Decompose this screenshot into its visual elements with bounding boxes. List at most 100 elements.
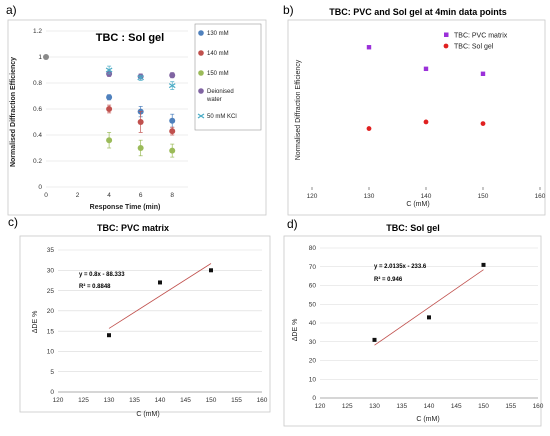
panel-b-letter: b) <box>283 3 294 17</box>
chart-b-point <box>366 45 372 50</box>
chart-a-point <box>169 147 176 154</box>
chart-a-point <box>105 67 113 73</box>
chart-d-point <box>427 315 431 320</box>
chart-d-xtick: 130 <box>369 403 380 410</box>
chart-a-ytick: 0.8 <box>33 80 42 87</box>
chart-c-ytick: 0 <box>50 389 54 396</box>
chart-c-ytick: 30 <box>47 267 55 274</box>
chart-d-xtick: 120 <box>315 403 326 410</box>
chart-a-ylabel: Normalised Diffraction Efficiency <box>10 57 17 167</box>
chart-b-point <box>366 126 372 131</box>
chart-b-xtick: 140 <box>421 193 432 200</box>
chart-c-xtick: 160 <box>257 397 268 404</box>
chart-a-legend-marker <box>197 113 205 119</box>
chart-c-xtick: 130 <box>104 397 115 404</box>
chart-b-legend-label: TBC: Sol gel <box>454 44 494 51</box>
chart-c-ytick: 15 <box>47 328 55 335</box>
chart-b-point <box>480 71 486 76</box>
chart-a-point <box>106 106 113 112</box>
chart-a-xtick: 0 <box>44 192 48 199</box>
chart-a-point <box>169 72 176 79</box>
chart-d-border <box>283 235 542 427</box>
chart-a-legend-marker <box>198 70 204 76</box>
chart-a-start-point <box>43 54 49 60</box>
chart-c-ylabel: ΔDE % <box>32 311 39 334</box>
chart-d-equation: y = 2.0135x - 233.6 <box>374 264 427 270</box>
chart-d-ytick: 50 <box>309 301 317 308</box>
chart-a-xtick: 8 <box>170 192 174 199</box>
chart-a-point <box>106 137 113 144</box>
chart-a-legend-marker <box>198 50 204 56</box>
chart-d-point <box>481 262 486 267</box>
chart-d-ylabel: ΔDE % <box>292 319 299 342</box>
chart-d-trendline <box>374 269 484 346</box>
chart-c-xtick: 125 <box>78 397 89 404</box>
chart-a-legend-box <box>194 23 262 131</box>
chart-a-legend-label: 50 mM KCl <box>207 114 237 120</box>
chart-a-ytick: 0.6 <box>33 106 42 113</box>
chart-a-ytick: 1 <box>38 54 42 61</box>
chart-d-ytick: 60 <box>309 283 317 290</box>
chart-a-legend-label: 140 mM <box>207 51 229 57</box>
chart-c-ytick: 10 <box>47 349 55 356</box>
chart-d-ytick: 0 <box>312 395 316 402</box>
chart-c-xlabel: C (mM) <box>136 411 159 418</box>
chart-a-border <box>7 19 267 216</box>
chart-d-title: TBC: Sol gel <box>386 223 440 233</box>
chart-a-xtick: 4 <box>107 192 111 199</box>
chart-a-legend-marker <box>198 30 204 36</box>
chart-b-xtick: 160 <box>535 193 546 200</box>
chart-a-point <box>137 145 144 151</box>
chart-b-legend-marker <box>443 43 449 49</box>
chart-a-legend-marker <box>198 88 204 94</box>
chart-b-ylabel: Normalised Diffraction Efficiency <box>295 59 302 160</box>
panel-c-letter: c) <box>8 215 18 229</box>
chart-a-ytick: 0 <box>38 184 42 191</box>
chart-b-legend-marker <box>444 32 449 37</box>
chart-b-point <box>423 66 429 72</box>
chart-a-point <box>106 94 113 101</box>
chart-c-xtick: 120 <box>53 397 64 404</box>
chart-b-point <box>423 119 429 125</box>
chart-d-ytick: 70 <box>309 264 317 271</box>
chart-c-point <box>158 280 162 285</box>
chart-a-point <box>168 83 176 89</box>
chart-b: TBC: PVC and Sol gel at 4min data points… <box>287 7 546 216</box>
chart-c-xtick: 135 <box>129 397 140 404</box>
chart-b-xlabel: C (mM) <box>406 201 429 208</box>
chart-d-ytick: 20 <box>309 358 317 365</box>
chart-c-xtick: 145 <box>180 397 191 404</box>
chart-d: TBC: Sol gel 0 10 20 30 40 50 60 70 80 120 125 130 1… <box>283 223 544 427</box>
chart-a-point <box>137 75 144 81</box>
chart-a-xlabel: Response Time (min) <box>90 204 161 211</box>
panel-a-letter: a) <box>6 3 17 17</box>
chart-d-xtick: 145 <box>451 403 462 410</box>
chart-d-ytick: 10 <box>309 376 317 383</box>
chart-c-equation: y = 0.8x - 88.333 <box>79 272 125 278</box>
chart-a-legend-label: 130 mM <box>207 31 229 37</box>
chart-a-legend-label: 150 mM <box>207 71 229 77</box>
chart-d-xtick: 160 <box>533 403 544 410</box>
chart-c-title: TBC: PVC matrix <box>97 223 169 233</box>
panel-d-letter: d) <box>287 217 298 231</box>
chart-a-point <box>169 117 176 124</box>
chart-c-trendline <box>108 263 212 329</box>
chart-b-xtick: 150 <box>478 193 489 200</box>
chart-b-xtick: 120 <box>307 193 318 200</box>
chart-a-xtick: 2 <box>76 192 80 199</box>
chart-b-xtick: 130 <box>364 193 375 200</box>
chart-c-xtick: 150 <box>206 397 217 404</box>
chart-c-border <box>19 235 271 413</box>
chart-c-ytick: 35 <box>47 247 55 254</box>
chart-c-ytick: 5 <box>50 369 54 376</box>
chart-c: TBC: PVC matrix 0 5 10 15 20 25 30 35 120 125 130 1… <box>19 223 271 418</box>
chart-a-ytick: 0.4 <box>33 132 42 139</box>
chart-d-ytick: 30 <box>309 339 317 346</box>
chart-d-xtick: 140 <box>424 403 435 410</box>
chart-b-title: TBC: PVC and Sol gel at 4min data points <box>329 7 507 17</box>
chart-d-xtick: 135 <box>396 403 407 410</box>
chart-d-r2: R² = 0.946 <box>374 276 403 283</box>
chart-a-xtick: 6 <box>139 192 143 199</box>
chart-c-ytick: 25 <box>47 288 55 295</box>
